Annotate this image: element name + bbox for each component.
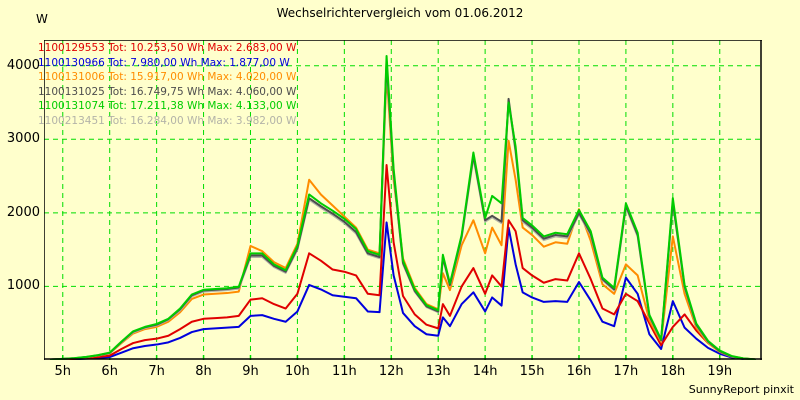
data-series-group	[50, 54, 756, 360]
y-tick-label: 4000	[6, 57, 40, 73]
watermark-label: SunnyReport pinxit	[688, 383, 794, 396]
chart-svg	[44, 40, 762, 360]
page-title: Wechselrichtervergleich vom 01.06.2012	[276, 6, 524, 20]
y-tick-label: 3000	[6, 131, 40, 147]
legend-item: 1100131006 Tot: 15.917,00 Wh Max: 4.020,…	[38, 71, 297, 84]
series-line	[50, 221, 756, 360]
x-tick-label: 15h	[519, 364, 545, 379]
x-tick-label: 17h	[613, 364, 639, 379]
y-tick-label: 1000	[6, 278, 40, 294]
x-tick-label: 7h	[148, 364, 165, 379]
x-tick-label: 14h	[472, 364, 498, 379]
x-tick-label: 12h	[378, 364, 404, 379]
plot-area	[44, 40, 762, 360]
x-tick-label: 18h	[660, 364, 686, 379]
legend-item: 1100130966 Tot: 7.980,00 Wh Max: 1.877,0…	[38, 56, 290, 69]
legend-item: 1100131025 Tot: 16.749,75 Wh Max: 4.060,…	[38, 85, 297, 98]
grid-lines	[44, 40, 762, 360]
x-tick-label: 8h	[195, 364, 212, 379]
x-tick-label: 10h	[285, 364, 310, 379]
legend-item: 1100213451 Tot: 16.284,00 Wh Max: 3.982,…	[38, 114, 297, 127]
x-tick-label: 13h	[425, 364, 451, 379]
x-tick-label: 5h	[54, 364, 72, 379]
series-line	[50, 54, 756, 360]
plot-frame	[44, 40, 762, 360]
x-tick-label: 19h	[707, 364, 733, 379]
y-axis-unit-label: W	[36, 12, 48, 26]
legend-item: 1100129553 Tot: 10.253,50 Wh Max: 2.683,…	[38, 42, 297, 54]
y-tick-label: 2000	[6, 204, 40, 220]
series-line	[50, 164, 756, 360]
x-tick-label: 9h	[242, 364, 259, 379]
x-tick-label: 16h	[566, 364, 592, 379]
legend: 1100129553 Tot: 10.253,50 Wh Max: 2.683,…	[38, 41, 296, 129]
legend-item: 1100131074 Tot: 17.211,38 Wh Max: 4.133,…	[38, 100, 297, 113]
x-tick-label: 11h	[331, 364, 357, 379]
x-tick-label: 6h	[101, 364, 118, 379]
